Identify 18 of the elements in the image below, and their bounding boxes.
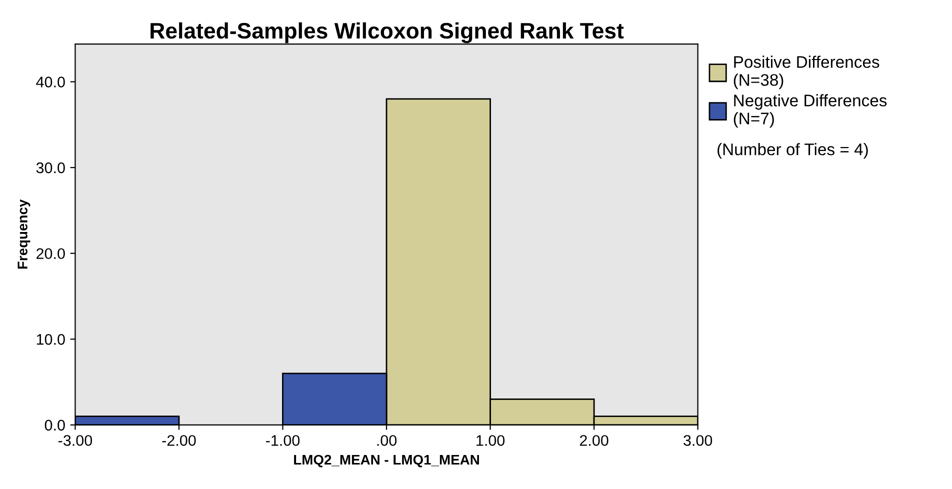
y-tick-label: 30.0 (36, 162, 65, 174)
y-tick-label: 20.0 (36, 248, 65, 260)
x-tick-label: -2.00 (162, 435, 196, 446)
x-tick-label: .00 (377, 435, 397, 446)
y-tick-label: 10.0 (36, 334, 65, 345)
chart-title: Related-Samples Wilcoxon Signed Rank Test (150, 22, 624, 44)
legend-label: Positive Differences (N=38) (734, 56, 880, 90)
y-tick-label: 0.0 (44, 420, 65, 431)
x-tick-label: 3.00 (684, 435, 712, 446)
y-tick-label: 40.0 (36, 76, 65, 88)
x-tick-label: 2.00 (580, 435, 608, 446)
x-tick-label: -3.00 (58, 435, 92, 446)
y-axis-title: Frequency (18, 199, 30, 269)
legend-label: Negative Differences (N=7) (734, 94, 887, 128)
x-axis-title: LMQ2_MEAN - LMQ1_MEAN (294, 454, 479, 468)
x-tick-label: -1.00 (266, 435, 300, 446)
text: (Number of Ties = 4) (718, 143, 868, 159)
x-tick-label: 1.00 (476, 435, 505, 446)
